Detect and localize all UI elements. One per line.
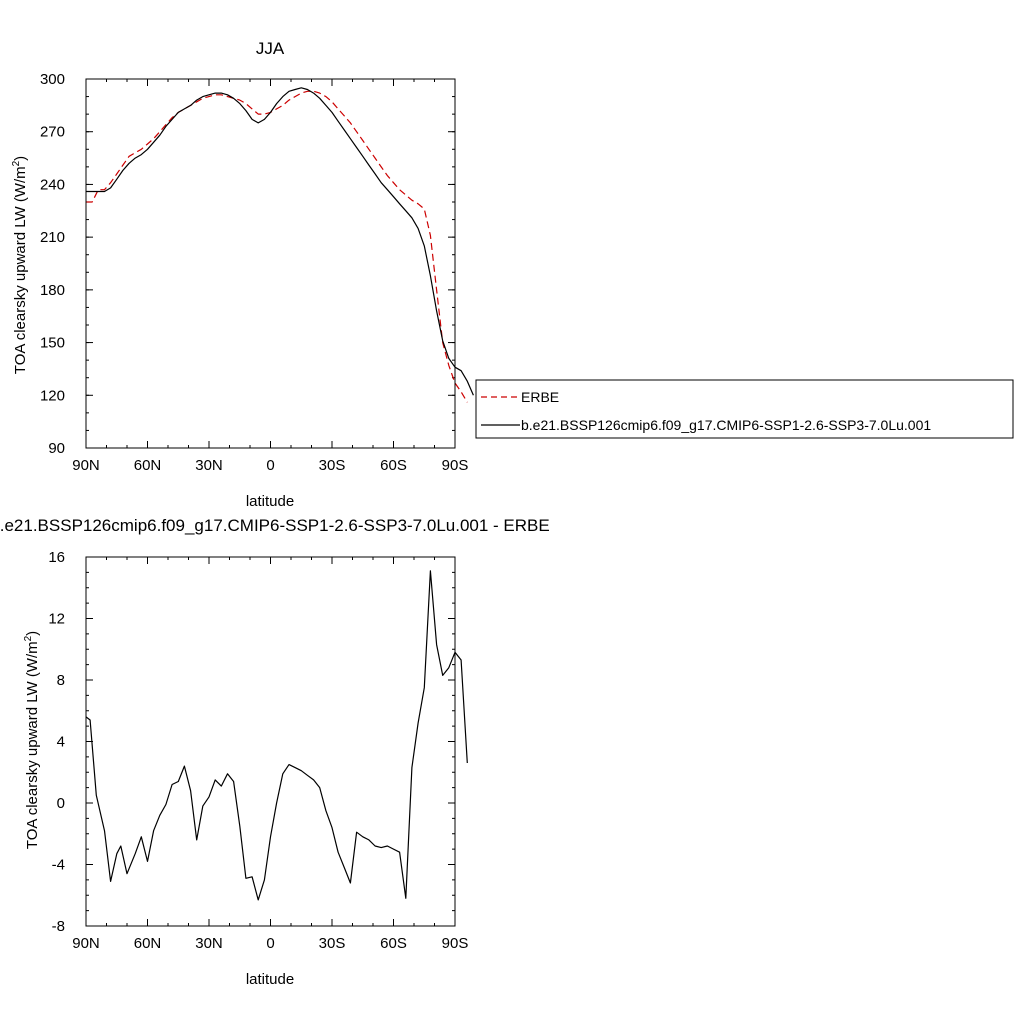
- top-y-tick-label: 210: [40, 229, 65, 246]
- top-x-tick-label: 30N: [195, 457, 223, 474]
- top-chart-title: JJA: [256, 39, 285, 58]
- top-x-tick-label: 0: [266, 457, 274, 474]
- bottom-y-tick-label: 12: [48, 611, 65, 628]
- bottom-x-tick-label: 30S: [319, 935, 346, 952]
- top-y-tick-label: 180: [40, 282, 65, 299]
- legend-erbe-label: ERBE: [521, 389, 559, 405]
- climatology-panel: JJA latitude TOA clearsky upward LW (W/m…: [11, 39, 474, 510]
- bottom-y-axis-label: TOA clearsky upward LW (W/m2): [23, 631, 41, 849]
- top-x-tick-label: 30S: [319, 457, 346, 474]
- top-x-axis-label: latitude: [246, 493, 294, 510]
- top-x-tick-label: 90N: [72, 457, 100, 474]
- bottom-x-tick-label: 60S: [380, 935, 407, 952]
- legend: ERBE b.e21.BSSP126cmip6.f09_g17.CMIP6-SS…: [475, 379, 1014, 439]
- top-y-tick-label: 120: [40, 387, 65, 404]
- top-series-line-1: [86, 87, 474, 396]
- bottom-x-tick-label: 90N: [72, 935, 100, 952]
- bottom-chart-title: b.e21.BSSP126cmip6.f09_g17.CMIP6-SSP1-2.…: [0, 516, 550, 535]
- top-series-line-0: [86, 90, 468, 403]
- bottom-x-axis-label: latitude: [246, 971, 294, 988]
- top-y-tick-label: 300: [40, 71, 65, 88]
- top-y-tick-label: 90: [48, 440, 65, 457]
- bottom-series-lines: [85, 570, 468, 901]
- top-y-tick-label: 150: [40, 335, 65, 352]
- legend-box: [475, 379, 1014, 439]
- top-series-lines: [86, 87, 474, 403]
- bottom-y-tick-label: -4: [52, 857, 65, 874]
- bottom-x-tick-label: 60N: [134, 935, 162, 952]
- bottom-x-tick-label: 90S: [442, 935, 469, 952]
- bottom-y-tick-label: 0: [57, 795, 65, 812]
- bottom-plot-frame: [85, 556, 456, 927]
- difference-panel: b.e21.BSSP126cmip6.f09_g17.CMIP6-SSP1-2.…: [0, 516, 550, 988]
- bottom-y-tick-label: 8: [57, 672, 65, 689]
- top-x-tick-label: 60S: [380, 457, 407, 474]
- bottom-y-tick-label: 4: [57, 734, 65, 751]
- bottom-y-tick-label: -8: [52, 918, 65, 935]
- top-plot-frame: [85, 78, 456, 449]
- bottom-x-tick-label: 0: [266, 935, 274, 952]
- bottom-y-tick-label: 16: [48, 549, 65, 566]
- top-y-tick-label: 240: [40, 176, 65, 193]
- bottom-series-line-0: [85, 570, 468, 901]
- legend-model-label: b.e21.BSSP126cmip6.f09_g17.CMIP6-SSP1-2.…: [521, 417, 931, 433]
- bottom-x-tick-label: 30N: [195, 935, 223, 952]
- top-x-tick-label: 90S: [442, 457, 469, 474]
- top-y-axis-label: TOA clearsky upward LW (W/m2): [11, 156, 29, 374]
- bottom-x-ticks: 90N 60N 30N 0 30S 60S 90S: [72, 557, 468, 952]
- top-x-tick-label: 60N: [134, 457, 162, 474]
- top-y-tick-label: 270: [40, 124, 65, 141]
